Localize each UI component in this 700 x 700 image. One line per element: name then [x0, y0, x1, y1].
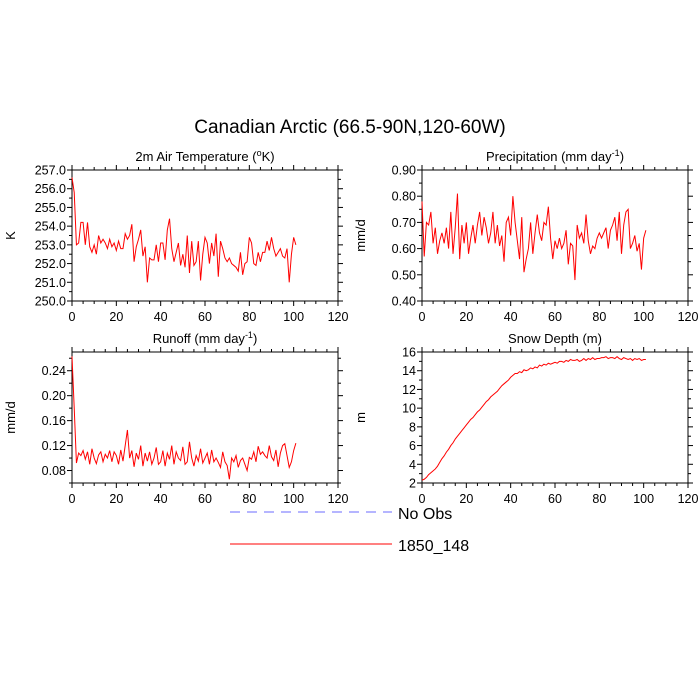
panel-title-unit: )	[620, 149, 624, 164]
panel-title-unit: K)	[262, 149, 275, 164]
panel-title: Snow Depth (m)	[508, 331, 602, 346]
panel-title-superscript: -1	[245, 330, 253, 340]
x-tick-label: 100	[283, 310, 304, 324]
x-tick-label: 60	[198, 310, 212, 324]
y-tick-label: 0.24	[42, 364, 66, 378]
y-tick-label: 0.40	[392, 295, 416, 309]
y-tick-label: 2	[409, 477, 416, 491]
y-tick-label: 0.90	[392, 164, 416, 178]
y-tick-label: 0.50	[392, 268, 416, 282]
x-tick-label: 20	[109, 310, 123, 324]
y-tick-label: 253.0	[35, 238, 66, 252]
y-tick-label: 12	[402, 383, 416, 397]
y-tick-label: 16	[402, 346, 416, 360]
x-tick-label: 40	[154, 310, 168, 324]
panel-title-text: Runoff (mm day	[153, 331, 246, 346]
legend: No Obs 1850_148	[230, 506, 469, 555]
y-tick-label: 0.20	[42, 389, 66, 403]
x-tick-label: 100	[633, 310, 654, 324]
x-tick-label: 80	[242, 310, 256, 324]
x-tick-label: 120	[678, 310, 699, 324]
x-tick-label: 20	[109, 492, 123, 506]
figure-title: Canadian Arctic (66.5-90N,120-60W)	[194, 117, 506, 138]
panel-title-superscript: -1	[612, 148, 620, 158]
x-tick-label: 0	[69, 492, 76, 506]
y-tick-label: 10	[402, 402, 416, 416]
legend-label-1850-148: 1850_148	[398, 538, 469, 555]
y-tick-label: 4	[409, 458, 416, 472]
x-tick-label: 80	[242, 492, 256, 506]
y-tick-label: 0.16	[42, 414, 66, 428]
panel-title-text: Precipitation (mm day	[486, 149, 612, 164]
x-tick-label: 120	[328, 492, 349, 506]
series-line-1850-148	[71, 356, 297, 480]
x-tick-label: 80	[592, 492, 606, 506]
series-line-1850-148	[421, 193, 647, 281]
legend-label-no-obs: No Obs	[398, 506, 452, 523]
y-tick-label: 6	[409, 439, 416, 453]
x-tick-label: 60	[548, 492, 562, 506]
panel-title-superscript: o	[257, 148, 262, 158]
plot-frame	[71, 169, 339, 302]
y-tick-label: 257.0	[35, 164, 66, 178]
y-axis-label: m	[353, 412, 368, 423]
panel-snow-depth: Snow Depth (m) m 0 20 40 60 80 100 120 2 4 6 8 10 12 14…	[353, 331, 698, 506]
x-tick-label: 80	[592, 310, 606, 324]
y-tick-label: 256.0	[35, 182, 66, 196]
y-axis-label: mm/d	[3, 401, 18, 434]
y-tick-label: 250.0	[35, 295, 66, 309]
x-tick-label: 100	[283, 492, 304, 506]
y-tick-label: 254.0	[35, 220, 66, 234]
series-line-1850-148	[71, 177, 297, 283]
y-tick-label: 0.60	[392, 242, 416, 256]
x-tick-label: 60	[548, 310, 562, 324]
x-tick-label: 20	[459, 492, 473, 506]
x-tick-label: 20	[459, 310, 473, 324]
y-tick-label: 0.80	[392, 190, 416, 204]
y-tick-label: 8	[409, 420, 416, 434]
y-tick-label: 14	[402, 364, 416, 378]
x-tick-label: 40	[504, 492, 518, 506]
plot-frame	[71, 351, 339, 484]
y-tick-label: 252.0	[35, 257, 66, 271]
x-tick-label: 100	[633, 492, 654, 506]
y-axis-label: mm/d	[353, 219, 368, 252]
x-tick-label: 60	[198, 492, 212, 506]
series-line-1850-148	[421, 356, 646, 481]
y-tick-label: 0.08	[42, 464, 66, 478]
panel-air-temperature: 2m Air Temperature (oK) K 0 20 40 60 80 100 120 2…	[3, 148, 348, 324]
y-tick-label: 251.0	[35, 276, 66, 290]
x-tick-label: 40	[154, 492, 168, 506]
y-axis-label: K	[3, 231, 18, 240]
x-tick-label: 40	[504, 310, 518, 324]
panel-title: Runoff (mm day-1)	[153, 330, 258, 346]
y-tick-label: 0.12	[42, 439, 66, 453]
x-tick-label: 120	[328, 310, 349, 324]
panel-title-unit: )	[253, 331, 257, 346]
x-tick-label: 120	[678, 492, 699, 506]
x-tick-label: 0	[419, 492, 426, 506]
panel-runoff: Runoff (mm day-1) mm/d 0 20 40 60 80 100 120 0.08…	[3, 330, 348, 506]
y-tick-label: 255.0	[35, 201, 66, 215]
plot-frame	[421, 169, 689, 302]
panel-precipitation: Precipitation (mm day-1) mm/d 0 20 40 60 80 100…	[353, 148, 698, 324]
x-tick-label: 0	[69, 310, 76, 324]
x-tick-label: 0	[419, 310, 426, 324]
y-tick-label: 0.70	[392, 216, 416, 230]
panel-title-text: Snow Depth (m)	[508, 331, 602, 346]
panel-title-text: 2m Air Temperature (	[135, 149, 257, 164]
panel-title: 2m Air Temperature (oK)	[135, 148, 274, 164]
panel-title: Precipitation (mm day-1)	[486, 148, 624, 164]
plot-frame	[421, 351, 689, 484]
